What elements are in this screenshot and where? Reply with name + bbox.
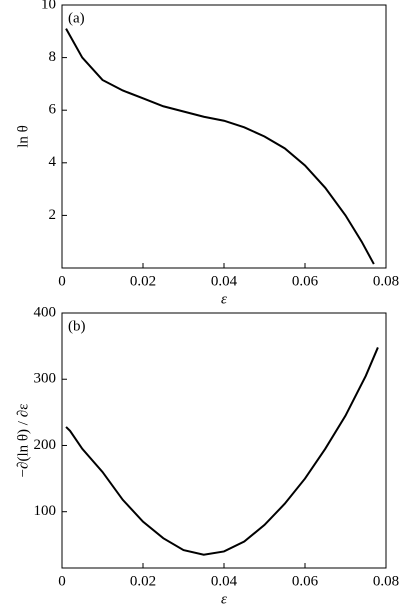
x-tick-label: 0 (58, 273, 66, 289)
data-line (65, 347, 379, 556)
panel-label: (a) (68, 10, 85, 26)
y-tick-label: 200 (34, 437, 57, 453)
y-tick-label: 400 (34, 304, 57, 320)
x-tick-label: 0.08 (373, 273, 399, 289)
y-axis-label: ln θ (15, 125, 31, 148)
x-tick-label: 0.04 (211, 273, 238, 289)
y-tick-label: 2 (49, 207, 57, 223)
x-tick-label: 0.02 (130, 273, 156, 289)
plot-frame (61, 312, 387, 569)
y-tick-label: 6 (49, 102, 57, 118)
y-tick-label: 8 (49, 49, 57, 65)
x-tick-label: 0.04 (211, 573, 238, 589)
plot-frame (61, 4, 387, 269)
x-axis-label: ε (221, 591, 227, 607)
x-axis-label: ε (221, 291, 227, 307)
y-tick-label: 100 (34, 503, 57, 519)
x-tick-label: 0.06 (292, 273, 319, 289)
x-tick-label: 0.02 (130, 573, 156, 589)
x-tick-label: 0.08 (373, 573, 399, 589)
y-tick-label: 10 (41, 0, 56, 12)
y-tick-label: 4 (49, 154, 57, 170)
x-tick-label: 0 (58, 573, 66, 589)
x-tick-label: 0.06 (292, 573, 319, 589)
panel-label: (b) (68, 318, 86, 334)
data-line (65, 28, 375, 265)
y-axis-label: −∂(ln θ) / ∂ε (15, 404, 31, 478)
y-tick-label: 300 (34, 371, 57, 387)
